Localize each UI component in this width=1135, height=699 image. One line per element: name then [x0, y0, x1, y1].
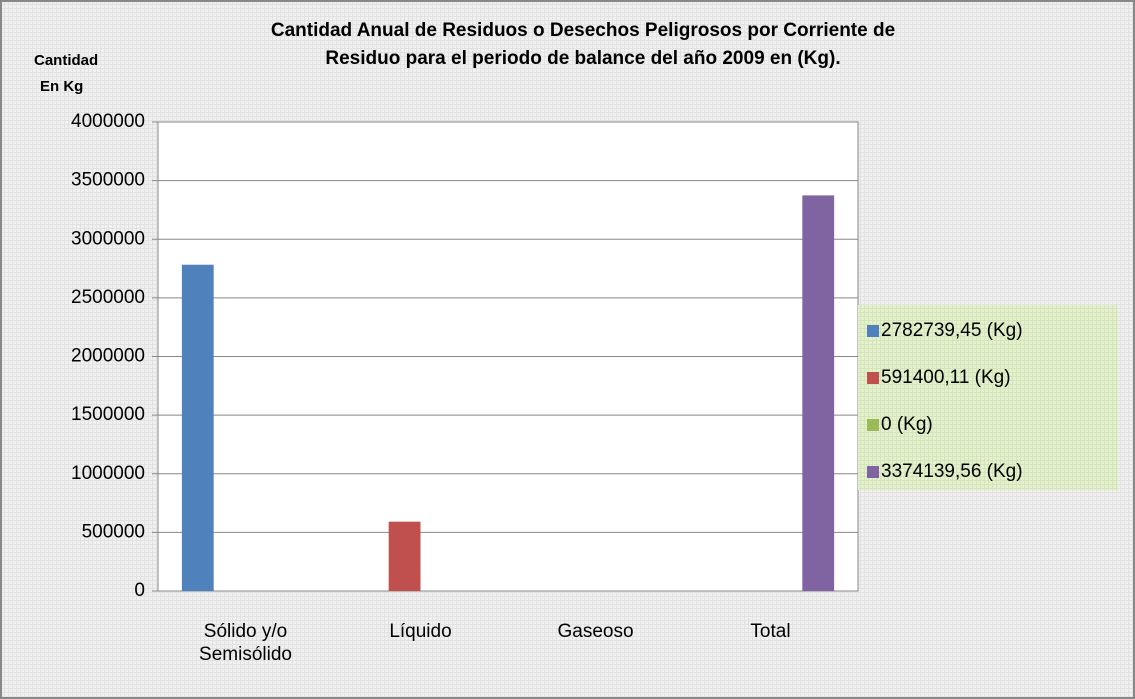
x-tick-label: Líquido	[389, 621, 452, 642]
y-tick-label: 500000	[82, 521, 145, 542]
legend-swatch	[867, 466, 879, 478]
x-tick-label: Total	[750, 621, 791, 642]
legend-swatch	[867, 419, 879, 431]
bar	[388, 521, 421, 591]
chart-title: Cantidad Anual de Residuos o Desechos Pe…	[271, 20, 895, 41]
legend-label: 591400,11 (Kg)	[881, 367, 1011, 388]
legend-swatch	[867, 372, 879, 384]
y-axis-label: En Kg	[40, 78, 83, 95]
legend-label: 0 (Kg)	[881, 414, 933, 435]
y-tick-label: 1000000	[71, 463, 145, 484]
y-tick-label: 3500000	[71, 170, 145, 191]
y-tick-label: 3000000	[71, 228, 145, 249]
legend-label: 3374139,56 (Kg)	[881, 461, 1023, 482]
x-tick-label: Gaseoso	[557, 621, 634, 642]
y-tick-label: 2000000	[71, 346, 145, 367]
legend-swatch	[867, 325, 879, 337]
legend-label: 2782739,45 (Kg)	[881, 320, 1023, 341]
y-tick-label: 2500000	[71, 287, 145, 308]
bar	[802, 195, 835, 591]
y-tick-label: 1500000	[71, 404, 145, 425]
y-tick-label: 4000000	[71, 111, 145, 132]
y-axis-label: Cantidad	[34, 52, 98, 69]
x-tick-label: Sólido y/o Semisólido	[199, 621, 292, 665]
y-tick-label: 0	[134, 580, 145, 601]
bar	[181, 264, 214, 591]
chart-title: Residuo para el periodo de balance del a…	[325, 48, 840, 69]
legend-box	[858, 305, 1118, 490]
